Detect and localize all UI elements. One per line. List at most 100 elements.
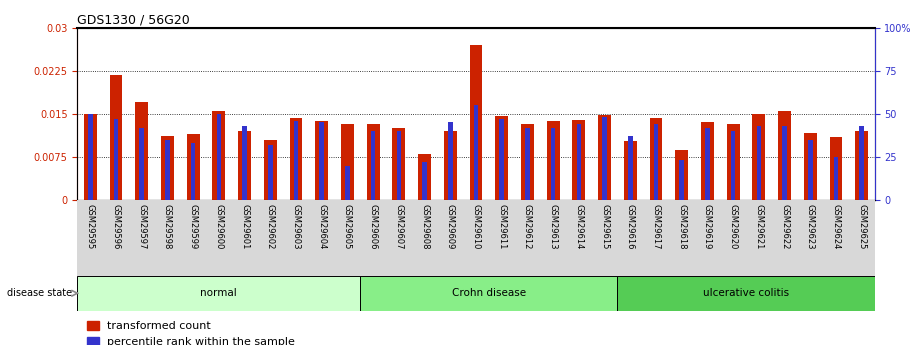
Bar — [628, 136, 632, 200]
Bar — [525, 128, 529, 200]
Bar — [187, 134, 200, 200]
Text: GSM29623: GSM29623 — [805, 204, 814, 249]
Bar — [654, 124, 659, 200]
Bar — [830, 137, 843, 200]
Bar — [778, 111, 791, 200]
Bar — [109, 75, 122, 200]
Bar — [212, 111, 225, 200]
Text: GSM29611: GSM29611 — [497, 204, 507, 249]
Bar — [136, 102, 148, 200]
Text: GSM29604: GSM29604 — [317, 204, 326, 249]
Bar — [264, 140, 277, 200]
Text: GSM29615: GSM29615 — [600, 204, 609, 249]
Legend: transformed count, percentile rank within the sample: transformed count, percentile rank withi… — [83, 316, 300, 345]
Bar — [705, 128, 710, 200]
Bar — [320, 122, 324, 200]
Text: GSM29595: GSM29595 — [86, 204, 95, 249]
Bar — [165, 140, 169, 200]
Bar — [114, 119, 118, 200]
Bar — [727, 124, 740, 200]
Bar — [84, 114, 97, 200]
Text: Crohn disease: Crohn disease — [452, 288, 526, 298]
Bar — [217, 114, 221, 200]
Text: normal: normal — [200, 288, 237, 298]
Text: GSM29613: GSM29613 — [548, 204, 558, 249]
Bar — [808, 140, 813, 200]
Bar — [680, 160, 684, 200]
Text: GSM29601: GSM29601 — [241, 204, 249, 249]
Bar — [618, 276, 875, 310]
Text: GSM29610: GSM29610 — [472, 204, 480, 249]
Bar — [345, 166, 350, 200]
Bar — [371, 131, 375, 200]
Bar — [77, 276, 360, 310]
Bar — [190, 143, 196, 200]
Text: GSM29614: GSM29614 — [574, 204, 583, 249]
Bar — [577, 124, 581, 200]
Bar — [834, 157, 838, 200]
Bar — [238, 131, 251, 200]
Text: GSM29599: GSM29599 — [189, 204, 198, 249]
Bar — [242, 126, 247, 200]
Text: GDS1330 / 56G20: GDS1330 / 56G20 — [77, 14, 190, 27]
Bar — [139, 128, 144, 200]
Bar — [469, 45, 483, 200]
Bar — [315, 121, 328, 200]
Text: GSM29598: GSM29598 — [163, 204, 172, 249]
Text: GSM29619: GSM29619 — [703, 204, 711, 249]
Bar — [855, 131, 868, 200]
Bar — [360, 276, 618, 310]
Bar — [624, 141, 637, 200]
Bar — [804, 133, 816, 200]
Text: GSM29602: GSM29602 — [266, 204, 275, 249]
Bar — [783, 126, 787, 200]
Text: disease state: disease state — [7, 288, 72, 298]
Text: GSM29617: GSM29617 — [651, 204, 660, 249]
Bar — [474, 105, 478, 200]
Bar — [418, 154, 431, 200]
Text: GSM29612: GSM29612 — [523, 204, 532, 249]
Bar — [448, 122, 453, 200]
Bar — [572, 120, 585, 200]
Bar — [521, 124, 534, 200]
Text: GSM29616: GSM29616 — [626, 204, 635, 249]
Text: GSM29609: GSM29609 — [445, 204, 455, 249]
Bar — [701, 122, 714, 200]
Text: GSM29608: GSM29608 — [420, 204, 429, 249]
Bar — [290, 118, 302, 200]
Text: ulcerative colitis: ulcerative colitis — [703, 288, 789, 298]
Bar — [423, 162, 427, 200]
Bar — [731, 131, 735, 200]
Text: GSM29607: GSM29607 — [394, 204, 404, 249]
Bar — [161, 136, 174, 200]
Text: GSM29606: GSM29606 — [369, 204, 378, 249]
Bar — [599, 115, 611, 200]
Bar — [444, 131, 456, 200]
Bar — [551, 128, 556, 200]
Bar — [752, 114, 765, 200]
Bar — [650, 118, 662, 200]
Bar — [268, 145, 272, 200]
Bar — [341, 124, 353, 200]
Bar — [393, 128, 405, 200]
Bar — [293, 121, 298, 200]
Text: GSM29600: GSM29600 — [214, 204, 223, 249]
Text: GSM29618: GSM29618 — [677, 204, 686, 249]
Text: GSM29625: GSM29625 — [857, 204, 866, 249]
Bar — [396, 131, 401, 200]
Bar — [602, 117, 607, 200]
Bar — [496, 116, 508, 200]
Bar — [675, 149, 688, 200]
Bar — [88, 114, 93, 200]
Text: GSM29597: GSM29597 — [138, 204, 147, 249]
Text: GSM29624: GSM29624 — [832, 204, 841, 249]
Text: GSM29620: GSM29620 — [729, 204, 738, 249]
Bar — [499, 119, 504, 200]
Bar — [547, 121, 559, 200]
Text: GSM29605: GSM29605 — [343, 204, 352, 249]
Text: GSM29596: GSM29596 — [111, 204, 120, 249]
Bar — [859, 126, 864, 200]
Text: GSM29622: GSM29622 — [780, 204, 789, 249]
Text: GSM29621: GSM29621 — [754, 204, 763, 249]
Text: GSM29603: GSM29603 — [292, 204, 301, 249]
